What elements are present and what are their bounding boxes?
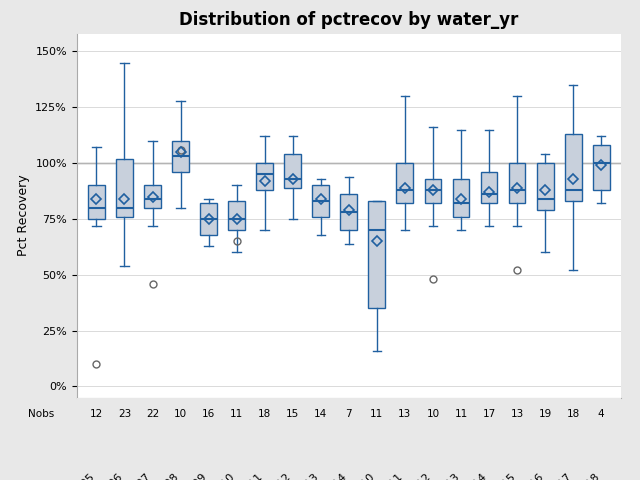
PathPatch shape [340, 194, 357, 230]
PathPatch shape [452, 179, 469, 216]
Text: 11: 11 [454, 409, 468, 419]
Text: 11: 11 [370, 409, 383, 419]
Text: 18: 18 [258, 409, 271, 419]
Text: 12: 12 [90, 409, 103, 419]
PathPatch shape [256, 163, 273, 190]
Text: 13: 13 [511, 409, 524, 419]
Text: 18: 18 [566, 409, 580, 419]
PathPatch shape [396, 163, 413, 204]
PathPatch shape [88, 185, 105, 219]
Text: Nobs: Nobs [28, 409, 54, 419]
PathPatch shape [509, 163, 525, 204]
Text: 11: 11 [230, 409, 243, 419]
PathPatch shape [593, 145, 609, 190]
PathPatch shape [172, 141, 189, 172]
Text: 13: 13 [398, 409, 412, 419]
PathPatch shape [369, 201, 385, 308]
Text: 23: 23 [118, 409, 131, 419]
Title: Distribution of pctrecov by water_yr: Distribution of pctrecov by water_yr [179, 11, 518, 29]
Y-axis label: Pct Recovery: Pct Recovery [17, 175, 30, 256]
PathPatch shape [284, 154, 301, 188]
Text: 16: 16 [202, 409, 215, 419]
PathPatch shape [537, 163, 554, 210]
Text: 15: 15 [286, 409, 300, 419]
PathPatch shape [481, 172, 497, 204]
Text: 10: 10 [174, 409, 187, 419]
PathPatch shape [312, 185, 329, 216]
Text: 14: 14 [314, 409, 328, 419]
PathPatch shape [144, 185, 161, 208]
PathPatch shape [424, 179, 442, 204]
Text: 10: 10 [426, 409, 440, 419]
Text: 4: 4 [598, 409, 605, 419]
PathPatch shape [564, 134, 582, 201]
Text: 22: 22 [146, 409, 159, 419]
PathPatch shape [116, 159, 133, 216]
PathPatch shape [200, 204, 217, 235]
Text: 17: 17 [483, 409, 495, 419]
Text: 7: 7 [346, 409, 352, 419]
PathPatch shape [228, 201, 245, 230]
Text: 19: 19 [538, 409, 552, 419]
